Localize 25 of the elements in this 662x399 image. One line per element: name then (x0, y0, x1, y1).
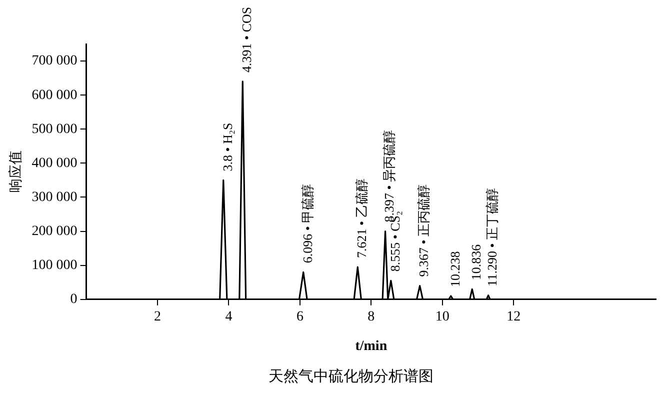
annotation: 6.096 • 甲硫醇 (300, 184, 315, 264)
annotation: 3.8 • H₂S (220, 122, 235, 172)
annotation: 10.238 (447, 251, 462, 287)
y-tick-label: 400 000 (32, 156, 78, 171)
y-tick-label: 200 000 (32, 224, 78, 239)
x-tick-label: 2 (154, 309, 162, 324)
y-tick-label: 700 000 (32, 54, 78, 69)
annotation: 7.621 • 乙硫醇 (354, 178, 370, 258)
x-tick-label: 10 (435, 309, 450, 324)
annotation: 4.391 • COS (239, 6, 254, 72)
x-tick-label: 4 (225, 309, 232, 324)
y-tick-label: 600 000 (32, 88, 78, 103)
y-tick-label: 300 000 (32, 190, 78, 205)
annotation: 10.836 (468, 244, 484, 280)
x-tick-label: 12 (506, 309, 521, 324)
y-tick-label: 100 000 (32, 258, 78, 274)
text: 天然气中硫化物分析谱图 (268, 368, 434, 385)
y-tick-label: 0 (70, 292, 78, 308)
x-tick-label: 6 (296, 309, 304, 324)
x-tick-label: 8 (368, 309, 375, 324)
annotation: 11.290 • 正丁硫醇 (484, 188, 500, 286)
y-axis-title: 响应值 (8, 150, 24, 193)
annotation: 9.367 • 正丙硫醇 (416, 184, 432, 277)
x-axis-title: t/min (355, 339, 388, 354)
y-tick-label: 500 000 (32, 122, 78, 137)
